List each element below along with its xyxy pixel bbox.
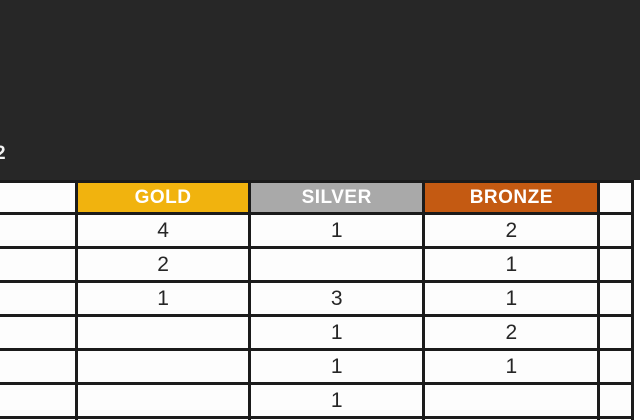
row-label-cell (0, 212, 78, 249)
header-cropped-cell (597, 180, 634, 215)
gold-value-cell (74, 416, 252, 420)
cropped-cell (597, 348, 634, 385)
bronze-value-cell (422, 416, 601, 420)
row-label-cell (0, 416, 78, 420)
gold-value-cell: 1 (74, 280, 252, 317)
header-silver: SILVER (248, 180, 426, 215)
table-header-row: GOLD SILVER BRONZE (0, 180, 634, 215)
silver-value-cell (248, 416, 426, 420)
bronze-value-cell: 1 (422, 280, 601, 317)
row-label-cell (0, 348, 78, 385)
silver-value-cell: 1 (248, 314, 426, 351)
cropped-cell (597, 246, 634, 283)
cropped-cell (597, 382, 634, 419)
silver-value-cell (248, 246, 426, 283)
gold-value-cell (74, 382, 252, 419)
bronze-value-cell (422, 382, 601, 419)
row-label-cell (0, 246, 78, 283)
cropped-cell (597, 416, 634, 420)
bronze-value-cell: 1 (422, 348, 601, 385)
row-label-cell (0, 280, 78, 317)
header-gold: GOLD (74, 180, 252, 215)
dark-header-area: 2 (0, 0, 640, 180)
gold-value-cell (74, 314, 252, 351)
header-corner-cell (0, 180, 78, 215)
silver-value-cell: 1 (248, 348, 426, 385)
bronze-value-cell: 1 (422, 246, 601, 283)
silver-value-cell: 1 (248, 212, 426, 249)
cropped-cell (597, 212, 634, 249)
silver-value-cell: 1 (248, 382, 426, 419)
table-row-partial (0, 416, 634, 420)
table-row: 2 1 (0, 246, 634, 283)
row-label-cell (0, 382, 78, 419)
medal-table: GOLD SILVER BRONZE 4 1 2 2 1 (0, 180, 634, 420)
table-row: 1 (0, 382, 634, 419)
gold-value-cell (74, 348, 252, 385)
cropped-cell (597, 280, 634, 317)
header-bronze: BRONZE (422, 180, 601, 215)
gold-value-cell: 2 (74, 246, 252, 283)
gold-value-cell: 4 (74, 212, 252, 249)
cropped-title-text: 2 (0, 143, 7, 164)
table-row: 1 3 1 (0, 280, 634, 317)
table-row: 4 1 2 (0, 212, 634, 249)
table-row: 1 1 (0, 348, 634, 385)
bronze-value-cell: 2 (422, 212, 601, 249)
bronze-value-cell: 2 (422, 314, 601, 351)
row-label-cell (0, 314, 78, 351)
table-row: 1 2 (0, 314, 634, 351)
silver-value-cell: 3 (248, 280, 426, 317)
cropped-cell (597, 314, 634, 351)
